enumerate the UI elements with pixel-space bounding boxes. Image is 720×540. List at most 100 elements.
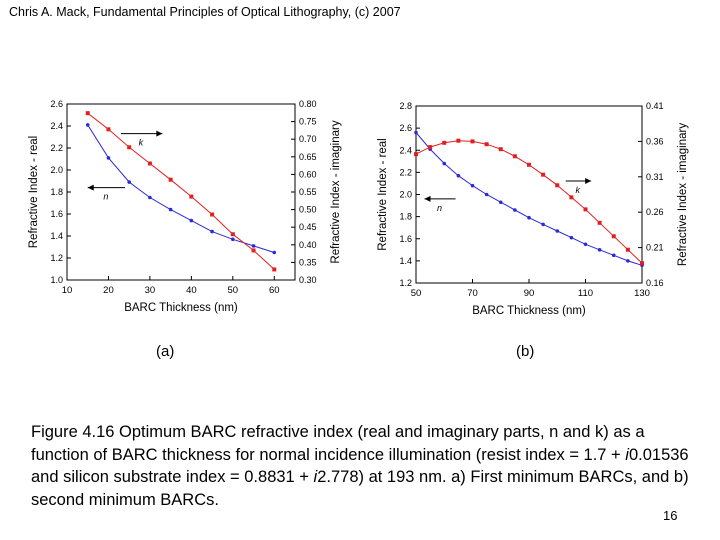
series-point-n (611, 253, 616, 258)
x-tick-label: 40 (186, 285, 197, 296)
series-point-k (498, 147, 503, 152)
series-point-k (470, 139, 475, 144)
series-point-n (498, 200, 503, 205)
page-number: 16 (663, 508, 678, 523)
series-point-k (428, 145, 433, 150)
series-point-k (527, 162, 531, 167)
y2-axis-label: Refractive Index - imaginary (677, 123, 689, 266)
y2-tick-label: 0.55 (299, 187, 317, 197)
series-point-k (583, 207, 588, 212)
series-point-n (470, 183, 475, 188)
series-point-k (127, 145, 132, 150)
series-point-k (442, 140, 447, 145)
x-tick-label: 30 (145, 285, 156, 296)
series-point-n (414, 130, 418, 135)
y-tick-label: 2.0 (399, 190, 412, 200)
x-tick-label: 90 (524, 288, 535, 299)
annotation-arrowhead-n (424, 195, 431, 202)
y-tick-label: 1.2 (50, 253, 63, 263)
series-point-k (456, 138, 461, 143)
series-point-k (230, 232, 235, 237)
series-point-n (541, 222, 545, 227)
series-point-n (272, 250, 277, 255)
series-point-k (555, 183, 560, 188)
y2-tick-label: 0.31 (646, 172, 664, 182)
y-tick-label: 1.8 (50, 187, 63, 197)
series-point-k (625, 247, 630, 252)
series-point-n (210, 229, 214, 234)
series-point-k (611, 234, 616, 239)
annotation-label-n: n (103, 192, 108, 202)
series-point-n (527, 215, 531, 220)
series-point-k (189, 194, 194, 199)
caption-text-1: Figure 4.16 Optimum BARC refractive inde… (31, 423, 645, 464)
annotation-label-k: k (139, 138, 144, 148)
y-tick-label: 2.8 (399, 101, 412, 111)
y-tick-label: 2.6 (399, 123, 412, 133)
y-tick-label: 1.6 (50, 209, 63, 219)
series-point-n (597, 248, 602, 252)
figure-caption: Figure 4.16 Optimum BARC refractive inde… (31, 421, 691, 511)
y2-tick-label: 0.41 (646, 101, 664, 111)
series-point-n (106, 156, 111, 160)
series-point-n (231, 237, 235, 242)
series-line-k (87, 112, 275, 270)
x-tick-label: 70 (467, 288, 478, 299)
series-point-k (272, 267, 277, 272)
series-point-n (168, 207, 173, 212)
x-tick-label: 10 (62, 285, 73, 296)
caption-italic-i-2: i (313, 468, 318, 486)
series-point-n (456, 173, 461, 178)
y2-tick-label: 0.30 (299, 275, 317, 285)
y-tick-label: 2.0 (50, 165, 63, 175)
series-point-k (106, 127, 111, 132)
y2-tick-label: 0.35 (299, 257, 317, 267)
x-tick-label: 50 (228, 285, 239, 296)
series-point-n (555, 229, 560, 233)
series-point-n (484, 192, 489, 197)
y2-axis-label: Refractive Index - imaginary (330, 120, 342, 263)
series-point-n (251, 244, 256, 248)
y2-tick-label: 0.65 (299, 152, 317, 162)
y-axis-label: Refractive Index - real (377, 138, 389, 251)
series-point-k (541, 172, 546, 177)
annotation-arrowhead-k (156, 130, 163, 137)
y2-tick-label: 0.45 (299, 222, 317, 232)
series-line-k (415, 140, 643, 264)
y-tick-label: 1.4 (399, 256, 412, 266)
x-tick-label: 50 (411, 288, 422, 299)
series-point-k (597, 220, 602, 225)
y2-tick-label: 0.36 (646, 136, 664, 146)
series-point-n (85, 123, 90, 127)
series-point-k (210, 212, 215, 217)
caption-text-3: 2.778) at 193 nm. a) First minimum BARCs… (31, 468, 689, 509)
panel-label-a: (a) (156, 343, 175, 360)
series-point-n (513, 208, 517, 212)
x-axis-label: BARC Thickness (nm) (472, 305, 586, 317)
series-point-n (127, 180, 131, 184)
y-tick-label: 1.2 (399, 278, 412, 288)
caption-text-2: 0.01536 and silicon substrate index = 0.… (31, 445, 689, 487)
y-tick-label: 1.8 (399, 212, 412, 222)
plot-frame (415, 105, 643, 284)
header-citation: Chris A. Mack, Fundamental Principles of… (9, 5, 401, 19)
x-tick-label: 110 (578, 288, 593, 299)
annotation-label-k: k (575, 185, 580, 195)
series-point-k (168, 177, 173, 182)
annotation-arrowhead-n (87, 184, 94, 191)
series-point-n (189, 218, 194, 223)
series-point-k (85, 111, 90, 116)
series-point-k (251, 248, 256, 253)
annotation-arrowhead-k (585, 178, 592, 185)
y2-tick-label: 0.75 (299, 117, 317, 127)
caption-italic-i-1: i (625, 445, 629, 464)
y-tick-label: 1.6 (399, 234, 412, 244)
y2-tick-label: 0.40 (299, 240, 317, 250)
series-point-k (414, 152, 418, 157)
y2-tick-label: 0.50 (299, 205, 317, 215)
series-point-k (512, 154, 517, 159)
x-axis-label: BARC Thickness (nm) (124, 302, 238, 314)
y2-tick-label: 0.60 (299, 169, 317, 179)
y2-tick-label: 0.16 (646, 278, 664, 288)
